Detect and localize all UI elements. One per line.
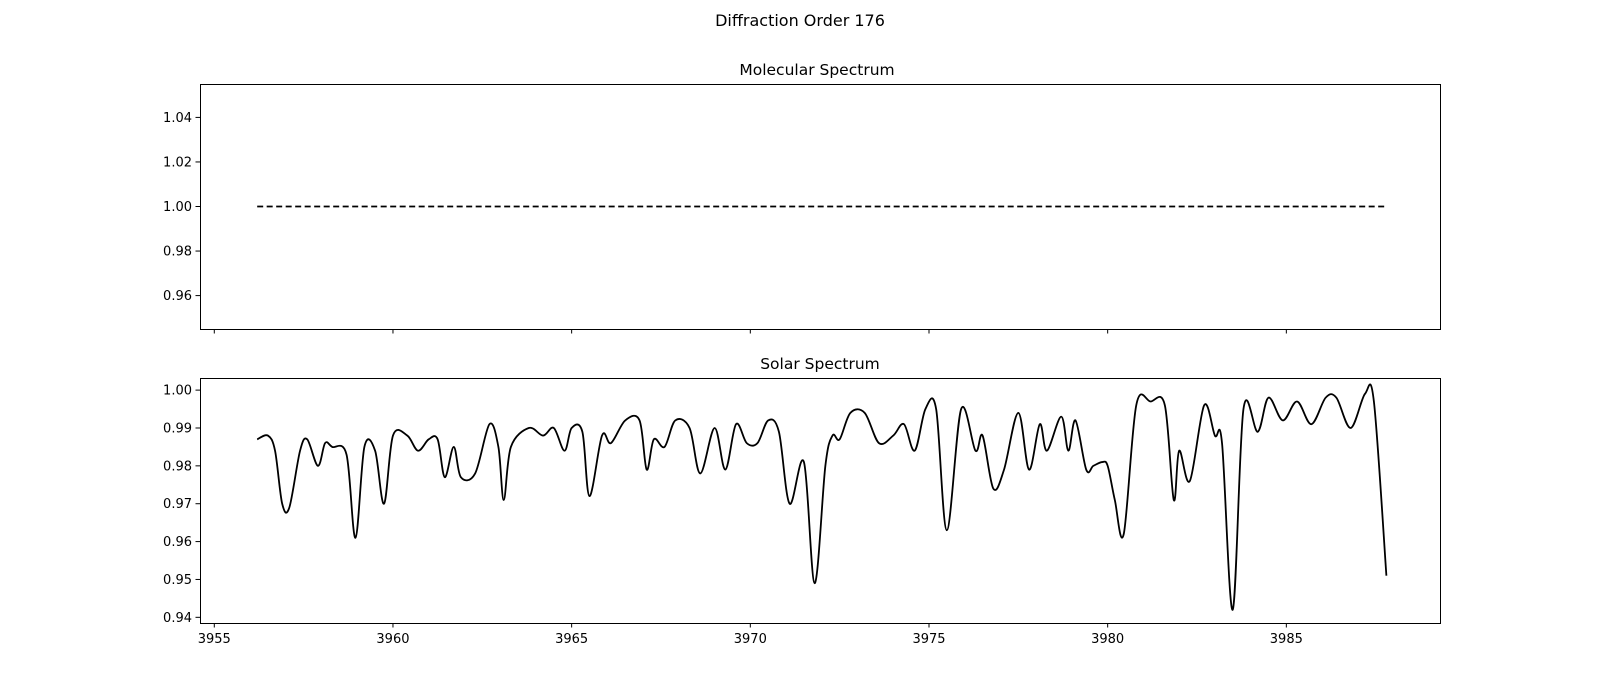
solar-spectrum-ytick-label: 0.99 [163,421,192,436]
solar-spectrum-x-axis: 3955 3960 3965 3970 3975 3980 3985 [198,623,1303,647]
solar-spectrum-ytick-label: 1.00 [163,384,192,399]
molecular-spectrum-ytick-label: 1.00 [163,200,192,215]
molecular-spectrum-axes: Molecular Spectrum 0.96 0.98 1.00 1.02 1.04 [163,61,1441,334]
molecular-spectrum-ytick-label: 1.02 [163,155,192,170]
solar-spectrum-ytick-label: 0.97 [163,497,192,512]
solar-spectrum-xtick-label: 3985 [1270,632,1303,647]
figure-title: Diffraction Order 176 [715,11,885,30]
solar-spectrum-ytick-label: 0.96 [163,535,192,550]
molecular-spectrum-title: Molecular Spectrum [739,61,894,79]
molecular-spectrum-ytick-label: 0.96 [163,289,192,304]
molecular-spectrum-y-axis: 0.96 0.98 1.00 1.02 1.04 [163,111,200,304]
solar-spectrum-frame [200,378,1441,624]
solar-spectrum-xtick-label: 3970 [734,632,767,647]
solar-spectrum-xtick-label: 3965 [555,632,588,647]
solar-spectrum-ytick-label: 0.98 [163,459,192,474]
solar-spectrum-xtick-label: 3960 [376,632,409,647]
molecular-spectrum-ytick-label: 0.98 [163,245,192,260]
molecular-spectrum-ytick-label: 1.04 [163,111,192,126]
solar-spectrum-ytick-label: 0.95 [163,573,192,588]
solar-spectrum-plot-area [256,383,1388,611]
solar-spectrum-xtick-label: 3975 [912,632,945,647]
molecular-spectrum-frame [200,84,1441,330]
solar-spectrum-xtick-label: 3980 [1091,632,1124,647]
solar-spectrum-series-line [256,383,1388,611]
solar-spectrum-xtick-label: 3955 [198,632,231,647]
solar-spectrum-y-axis: 0.94 0.95 0.96 0.97 0.98 0.99 1.00 [163,384,200,626]
solar-spectrum-ytick-label: 0.94 [163,611,192,626]
solar-spectrum-title: Solar Spectrum [760,355,880,373]
solar-spectrum-axes: Solar Spectrum 0.94 0.95 0.96 0.97 0.98 0.99 1… [163,355,1441,647]
